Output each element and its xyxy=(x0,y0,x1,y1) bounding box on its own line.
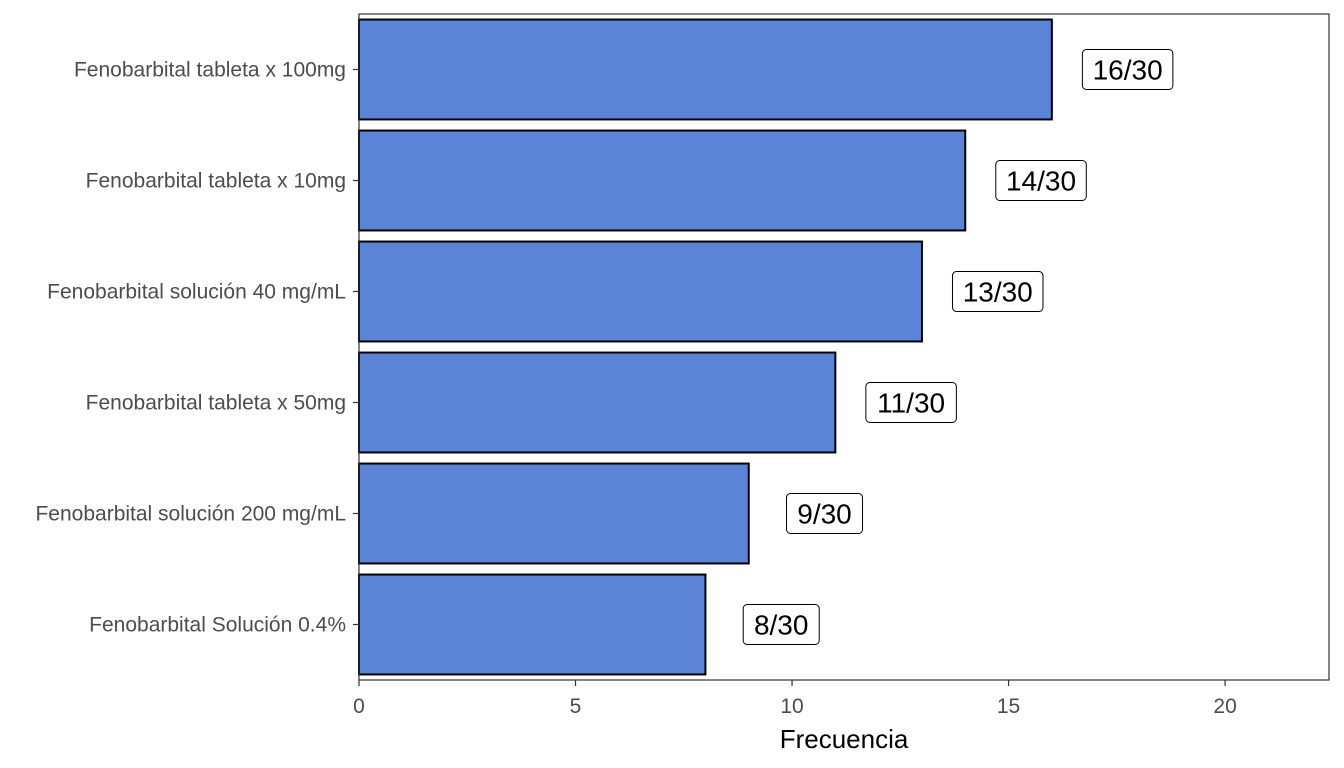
bar xyxy=(358,351,837,454)
bar xyxy=(358,18,1053,121)
y-tick-label: Fenobarbital tableta x 10mg xyxy=(86,170,346,193)
bar xyxy=(358,462,750,565)
data-label: 9/30 xyxy=(797,499,852,530)
y-tick-label: Fenobarbital Solución 0.4% xyxy=(89,614,346,637)
x-tick-label: 20 xyxy=(1213,695,1236,718)
data-label: 16/30 xyxy=(1093,55,1163,86)
bar xyxy=(358,240,923,343)
data-label-box xyxy=(995,160,1087,201)
data-label: 14/30 xyxy=(1006,166,1076,197)
x-tick-label: 15 xyxy=(997,695,1020,718)
x-tick-label: 10 xyxy=(780,695,803,718)
x-tick-label: 0 xyxy=(353,695,365,718)
bars-layer xyxy=(358,18,1053,676)
data-label-box xyxy=(951,271,1044,312)
data-label-box xyxy=(1081,49,1174,90)
x-axis-title: Frecuencia xyxy=(780,724,909,754)
bar xyxy=(358,129,967,232)
x-tick-label: 5 xyxy=(570,695,582,718)
data-label: 11/30 xyxy=(877,388,945,419)
y-tick-label: Fenobarbital solución 40 mg/mL xyxy=(47,281,346,304)
y-axis: Fenobarbital tableta x 100mg Fenobarbital… xyxy=(35,59,359,637)
data-labels-layer: 16/30 14/30 13/30 11/30 9/30 8/30 xyxy=(742,49,1174,645)
data-label-box xyxy=(786,493,864,534)
x-axis: 0 5 10 15 20 xyxy=(353,680,1237,718)
plot-panel-border xyxy=(358,13,1330,681)
data-label-box xyxy=(742,604,820,645)
data-label-box xyxy=(865,382,957,423)
y-tick-label: Fenobarbital solución 200 mg/mL xyxy=(35,503,346,526)
y-tick-label: Fenobarbital tableta x 50mg xyxy=(86,392,346,415)
y-tick-label: Fenobarbital tableta x 100mg xyxy=(74,59,346,82)
data-label: 13/30 xyxy=(963,277,1033,308)
data-label: 8/30 xyxy=(754,610,809,641)
bar xyxy=(358,573,707,676)
